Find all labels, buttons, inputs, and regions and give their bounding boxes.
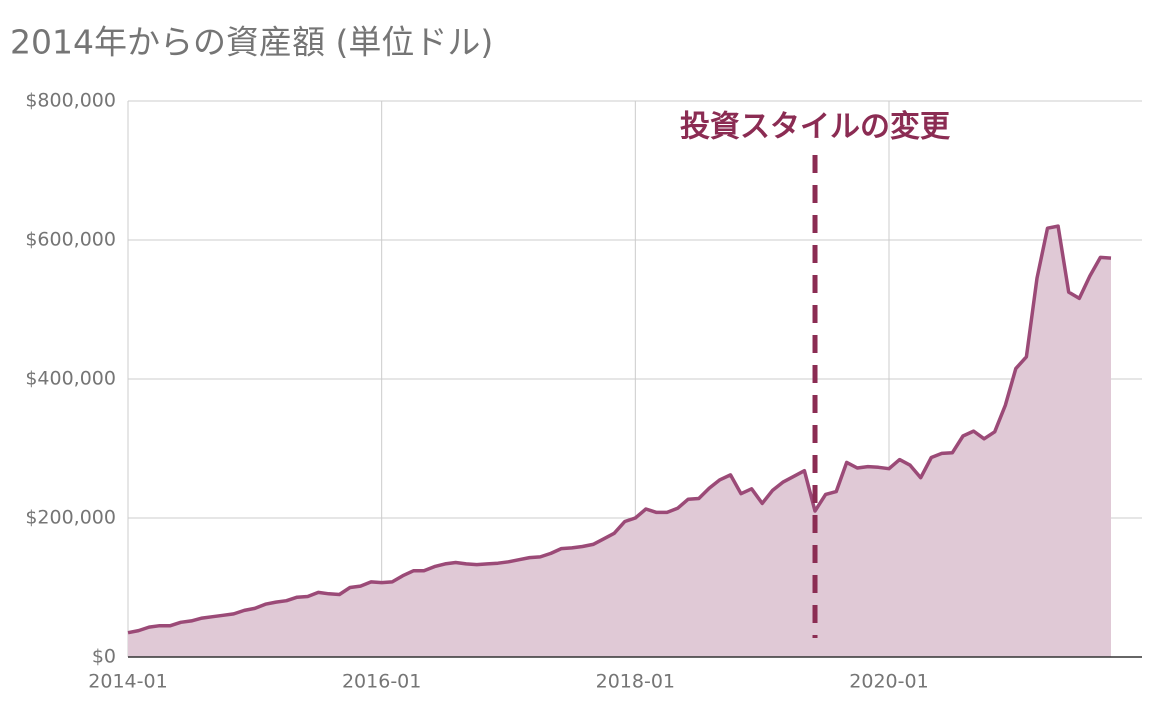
annotation-text: 投資スタイルの変更	[680, 110, 951, 145]
y-tick-label: $600,000	[25, 229, 116, 251]
y-tick-label: $800,000	[25, 90, 116, 112]
x-tick-label: 2014-01	[88, 671, 167, 693]
y-tick-label: $0	[92, 646, 116, 668]
x-tick-label: 2020-01	[849, 671, 928, 693]
line	[127, 224, 1112, 635]
area	[128, 226, 1111, 657]
y-tick-label: $400,000	[25, 368, 116, 390]
y-tick-label: $200,000	[25, 507, 116, 529]
x-tick-label: 2018-01	[596, 671, 675, 693]
x-tick-label: 2016-01	[342, 671, 421, 693]
chart-title: 2014年からの資産額 (単位ドル)	[10, 23, 493, 62]
